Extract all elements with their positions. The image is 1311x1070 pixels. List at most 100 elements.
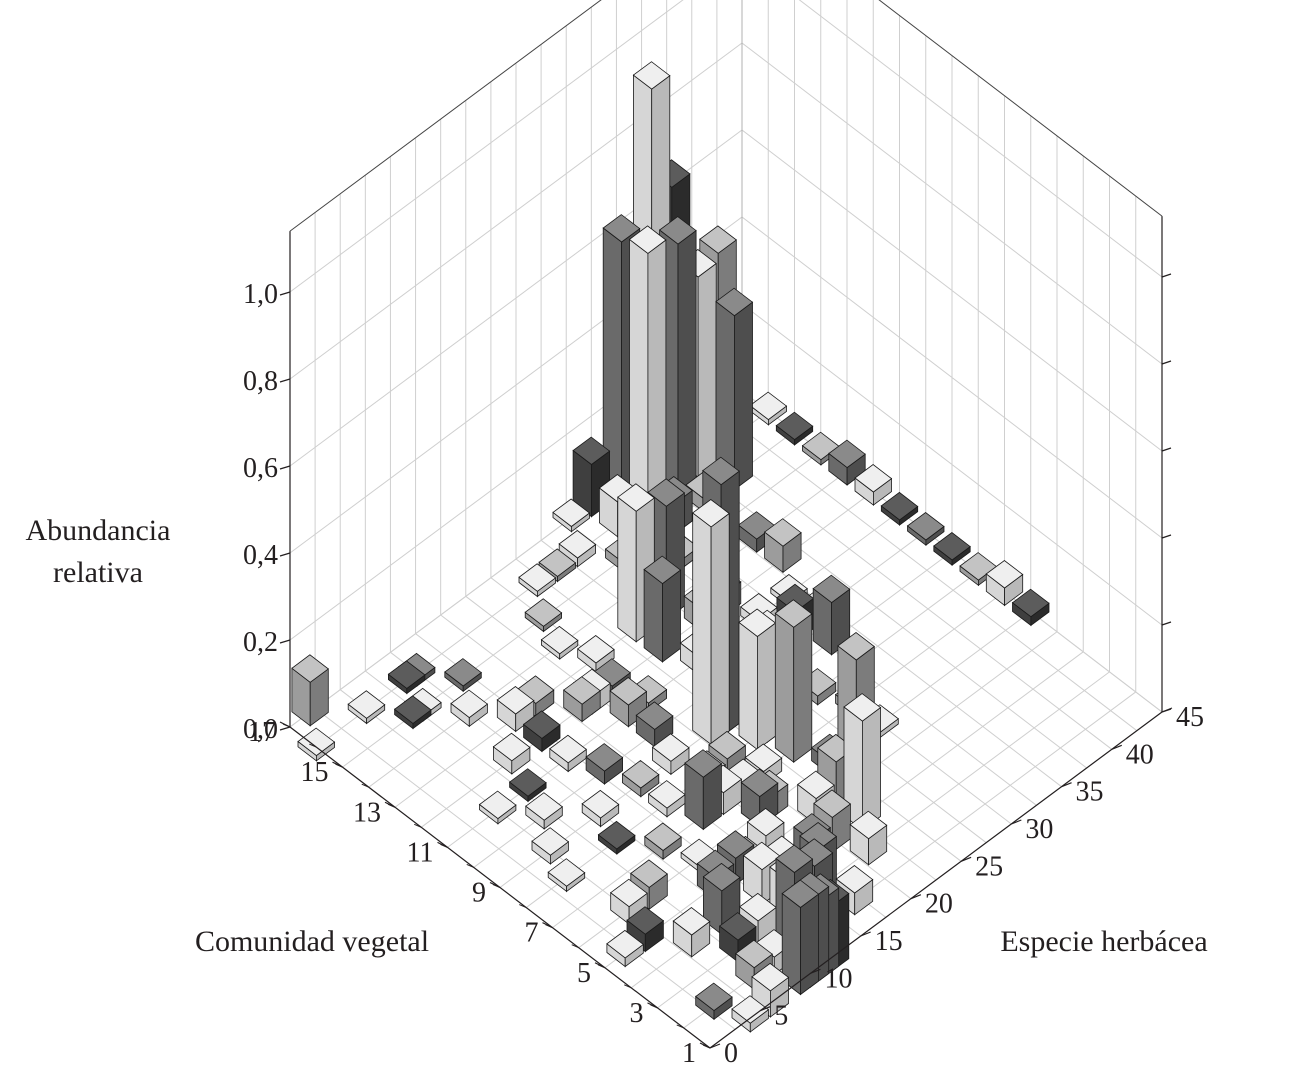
vertical-tick-label: 1,0 bbox=[243, 279, 278, 310]
bar-face-top bbox=[718, 912, 757, 941]
bar-face-top bbox=[702, 862, 741, 892]
bar bbox=[518, 563, 557, 598]
bar-face-top bbox=[643, 555, 682, 585]
bar-face-top bbox=[492, 732, 531, 762]
bar-face-top bbox=[609, 676, 648, 706]
bar bbox=[672, 906, 711, 958]
species-tick-label: 35 bbox=[1076, 777, 1104, 808]
species-tick-mark bbox=[810, 968, 821, 974]
bar-face-left bbox=[774, 612, 795, 764]
bar-face-top bbox=[632, 61, 671, 90]
bar-face-top bbox=[835, 864, 874, 894]
ylabel-line-1: Abundancia bbox=[26, 514, 171, 547]
bar-face-top bbox=[630, 859, 668, 888]
bar-face-top bbox=[518, 563, 557, 592]
community-minor-tick bbox=[519, 904, 527, 909]
bar bbox=[933, 531, 971, 567]
bar-face-left bbox=[692, 512, 712, 746]
bar bbox=[450, 689, 489, 728]
bar-face-right bbox=[647, 239, 667, 516]
bar-face-top bbox=[708, 730, 747, 760]
species-tick-label: 40 bbox=[1126, 739, 1154, 770]
bar-face-top bbox=[644, 822, 682, 852]
bar-face-top bbox=[1011, 588, 1050, 618]
species-axis bbox=[709, 711, 1163, 1049]
vertical-tick-label: 0,0 bbox=[243, 714, 278, 745]
bar bbox=[492, 732, 531, 775]
species-tick-mark bbox=[1161, 707, 1173, 713]
bar-face-top bbox=[699, 225, 737, 254]
bar-face-top bbox=[525, 792, 563, 821]
species-tick-label: 10 bbox=[824, 963, 852, 994]
bar-face-top bbox=[692, 498, 730, 528]
bar-face-top bbox=[577, 634, 615, 664]
bar-face-top bbox=[563, 676, 601, 705]
vertical-tick-label: 0,8 bbox=[243, 366, 278, 397]
bar-face-top bbox=[444, 658, 482, 687]
bar-face-right bbox=[677, 229, 697, 493]
bar-face-top bbox=[610, 878, 648, 908]
bar-face-top bbox=[684, 749, 723, 778]
bar bbox=[647, 780, 686, 818]
bar bbox=[597, 820, 636, 855]
bar bbox=[347, 690, 386, 725]
bar-face-top bbox=[702, 456, 740, 486]
bar-face-top bbox=[478, 790, 517, 820]
labels-layer: Abundancia relativa Comunidad vegetal Es… bbox=[26, 514, 1208, 958]
bar bbox=[522, 710, 561, 753]
bar bbox=[828, 439, 866, 486]
vertical-tick-mark bbox=[279, 639, 291, 644]
bar-face-top bbox=[812, 574, 851, 604]
bar bbox=[880, 491, 919, 526]
bar-face-top bbox=[547, 858, 586, 887]
bar-face-top bbox=[606, 929, 644, 959]
bar-face-top bbox=[291, 654, 329, 683]
species-tick-mark bbox=[1111, 744, 1123, 750]
bar-face-top bbox=[933, 531, 971, 561]
bar-face-top bbox=[450, 689, 489, 719]
bar-face-top bbox=[626, 906, 665, 935]
bar-face-top bbox=[524, 598, 563, 627]
bar-face-top bbox=[297, 727, 336, 757]
zlabel: Especie herbácea bbox=[1000, 925, 1207, 958]
bar bbox=[291, 654, 329, 727]
community-minor-tick bbox=[414, 823, 422, 828]
species-tick-mark bbox=[1061, 782, 1072, 788]
vertical-tick-label: 0,2 bbox=[243, 627, 278, 658]
right-vertical-tick-mark bbox=[1161, 273, 1172, 278]
community-tick-label: 11 bbox=[407, 837, 434, 868]
species-tick-label: 20 bbox=[925, 889, 953, 920]
bar-face-top bbox=[347, 690, 386, 719]
bar-face-top bbox=[751, 962, 790, 992]
bar-face-left bbox=[629, 238, 649, 516]
species-tick-mark bbox=[759, 1006, 771, 1012]
wall-top-edge bbox=[289, 0, 1163, 232]
bar-face-top bbox=[558, 529, 597, 559]
bar bbox=[508, 768, 547, 803]
bar-face-top bbox=[906, 511, 945, 541]
bar bbox=[540, 625, 579, 660]
species-tick-mark bbox=[1011, 819, 1022, 825]
bar-face-top bbox=[813, 789, 852, 818]
bar-face-top bbox=[552, 498, 591, 528]
xlabel: Comunidad vegetal bbox=[195, 925, 429, 958]
bar bbox=[444, 658, 482, 693]
community-minor-tick bbox=[676, 1024, 684, 1029]
species-tick-mark bbox=[960, 856, 972, 862]
bar bbox=[609, 676, 648, 728]
community-tick-label: 5 bbox=[577, 958, 591, 989]
community-minor-tick bbox=[361, 783, 369, 788]
bar-face-top bbox=[716, 830, 755, 859]
bar-face-top bbox=[508, 768, 547, 797]
bar-face-top bbox=[602, 214, 641, 243]
species-tick-label: 15 bbox=[875, 926, 903, 957]
bar-face-left bbox=[738, 621, 758, 751]
bar-face-top bbox=[735, 939, 773, 969]
bar-face-top bbox=[393, 695, 432, 724]
bar bbox=[781, 879, 820, 996]
bar-face-top bbox=[828, 439, 866, 469]
community-minor-tick bbox=[571, 944, 579, 949]
bar-face-top bbox=[715, 287, 754, 317]
floor-gridline bbox=[365, 670, 786, 993]
community-tick-label: 17 bbox=[248, 717, 276, 748]
